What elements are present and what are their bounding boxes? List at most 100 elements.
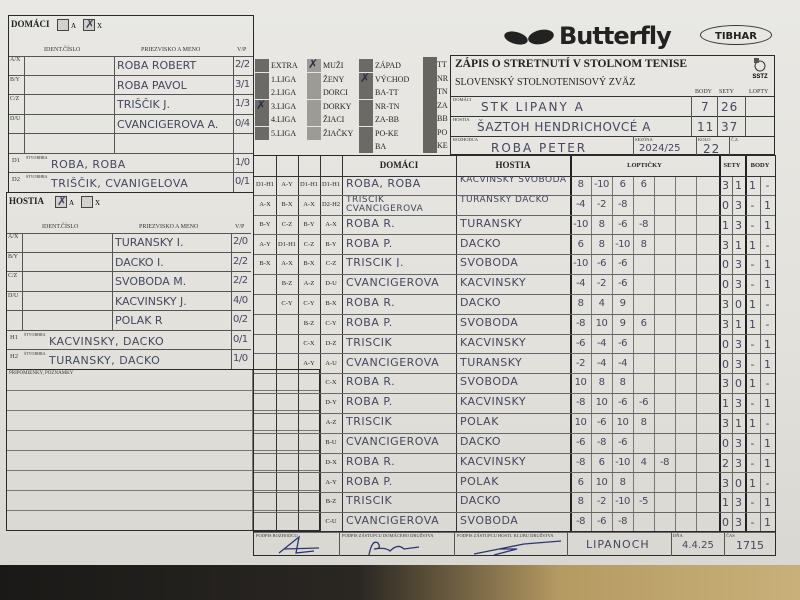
code-shade [423,57,437,153]
sets-won: 0 [735,298,742,311]
set-score: -2 [597,198,606,210]
player-position: B/Y [8,253,19,260]
sets-won: 1 [722,496,729,510]
category-checkbox-ženy[interactable] [307,72,321,86]
season-value: 2024/25 [639,143,681,154]
region-code: ZA [437,100,448,110]
match-row: C-X D-Z TRIŠČIK KACVINSKY -6 -4 -6 0 3-1 [254,335,775,355]
set-score: -10 [573,218,588,230]
category-checkbox-4.liga[interactable] [255,113,269,126]
player-name: POLAK R [115,314,163,327]
grid-line [339,532,340,556]
home-rep-signature-label: PODPIS ZÁSTUPCU DOMÁCEHO DRUŽSTVA [342,533,434,538]
set-score: 8 [640,417,647,428]
home-player: TRIŠČIK CVANCIGEROVA [346,195,424,214]
col-body-label: BODY [695,89,713,95]
set-score: 8 [619,377,626,389]
team-letter-checkbox-x[interactable]: ✗ [83,17,96,31]
set-score: -6 [618,218,627,230]
category-checkbox-ba-tt[interactable] [359,86,373,99]
sets-won: 3 [735,278,742,292]
team-letter-checkbox-a[interactable]: ✗ [55,194,67,208]
butterfly-wordmark: Butterfly [559,22,672,50]
match-row: B-Y C-Z B-Y A-X ROBA R. TURANSKY -10 8 -6 -8 1 3-1 [254,216,775,236]
referee-signature-label: PODPIS ROZHODCU [256,533,298,538]
home-player: TRIŠČIK [346,417,393,426]
sets-won: 1 [735,417,742,430]
match-order-code: A-X [259,200,271,208]
butterfly-logo: Butterfly [503,22,693,50]
check-mark-icon: ✗ [85,17,96,31]
grid-line [451,136,774,137]
player-win-loss: 1/3 [235,98,250,109]
home-player: ROBA R. [346,456,396,466]
match-point: 1 [749,476,756,490]
team-letter-checkbox-x[interactable] [81,196,93,208]
player-win-loss: 3/1 [235,78,250,90]
category-checkbox-východ[interactable]: ✗ [359,71,373,86]
grid-line [7,470,319,471]
category-label: ZA-BB [375,115,399,124]
match-row: A-Z TRIŠČIK POLAK 10 -6 10 8 3 1 1- [254,414,775,434]
category-checkbox-3.liga[interactable]: ✗ [255,98,269,113]
away-player: KACVINSKY [460,397,527,407]
category-checkbox-nr-tn[interactable] [359,99,373,113]
match-order-code: A-X [303,200,315,208]
match-row: D1-H1 A-Y D1-H1 D1-H1 ROBA, ROBA KACVINSKY SV… [254,176,775,196]
grid-line [233,56,234,193]
away-team-panel: HOSTIA ✗ A X IDENT.ČÍSLO PRIEZVISKO A MENO V/P… [6,192,254,370]
sets-won: 0 [735,377,742,391]
sets-won: 0 [722,198,729,212]
team-letter-checkbox-a[interactable] [57,19,69,31]
match-order-code: A-Y [281,181,293,188]
away-player: DACKO [460,496,502,506]
match-order-code: D-Z [325,339,337,347]
sets-won: 3 [735,357,742,371]
away-player: SVOBODA [460,377,519,387]
category-checkbox-po-ke[interactable] [359,126,373,140]
away-sets: 37 [721,120,739,134]
category-checkbox-1.liga[interactable] [255,72,269,86]
category-checkbox-žiaci[interactable] [307,113,321,126]
referee-label: ROZHODCA [453,137,479,142]
match-order-code: C-Z [303,240,315,248]
set-score: -2 [597,278,606,290]
sets-won: 0 [722,258,729,272]
grid-line [451,116,774,117]
region-code: TT [437,60,447,69]
season-label: SEZÓNA [635,137,653,142]
match-order-code: B-X [259,260,271,268]
doubles-row: D2 ŠTVORHRA TRIŠČIK, CVANIGELOVA 0/1 [9,173,253,193]
category-checkbox-za-bb[interactable] [359,113,373,126]
ident-column-header: IDENT.ČÍSLO [42,224,79,230]
category-checkbox-muži[interactable]: ✗ [307,57,321,72]
away-player: POLAK [460,417,499,426]
category-checkbox-ba[interactable] [359,140,373,153]
match-order-code: D1-H1 [255,181,275,188]
category-checkbox-extra[interactable] [255,59,269,72]
match-row: C-U CVANCIGEROVA SVOBODA -8 -6 -8 0 3-1 [254,513,775,533]
category-label: 5.LIGA [271,128,297,138]
category-checkbox-dorci[interactable] [307,86,321,99]
match-order-code: C-Z [325,260,337,268]
set-score: -5 [639,496,648,508]
match-point: - [765,298,770,311]
category-checkbox-žiačky[interactable] [307,126,321,140]
doubles-label: ŠTVORHRA [24,331,46,337]
category-checkbox-dorky[interactable] [307,99,321,113]
category-checkbox-2.liga[interactable] [255,86,269,99]
match-order-code: A-X [325,220,337,228]
category-checkbox-západ[interactable] [359,59,373,72]
signature-row: PODPIS ROZHODCU PODPIS ZÁSTUPCU DOMÁCEHO… [253,531,776,556]
category-checkbox-5.liga[interactable] [255,126,269,140]
sets-won: 3 [722,476,729,490]
set-score: -8 [576,456,585,468]
set-score: -4 [576,278,585,290]
match-order-code: B-Y [303,220,315,228]
set-score: 10 [595,476,608,488]
set-score: 8 [640,238,647,250]
home-team-name: STK LIPANY A [481,100,585,114]
col-sety-label: SETY [719,89,734,95]
set-score: 6 [577,238,584,250]
balls-column-header: LOPTIČKY [627,162,662,169]
